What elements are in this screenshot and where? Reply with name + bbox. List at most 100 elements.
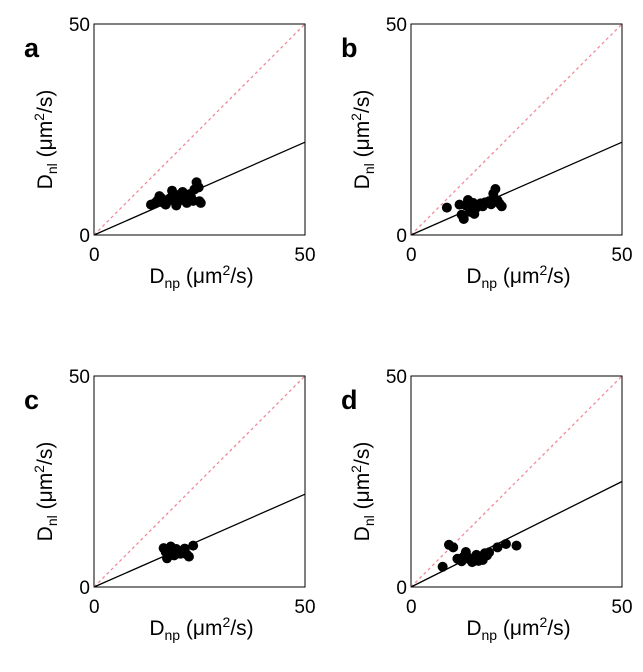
y-tick-label-max-a: 50 [69,15,90,36]
x-label-sub: np [482,275,498,291]
data-point-d-20 [511,540,522,551]
y-label-sup: 2 [348,465,364,473]
data-point-d-18 [492,542,503,553]
y-label-sup: 2 [31,465,47,473]
plot-frame-c [93,375,306,588]
panel-letter-a: a [24,33,40,63]
x-label-main: D [466,617,481,640]
x-tick-label-max-b: 50 [611,245,632,266]
x-tick-label-max-c: 50 [294,597,315,618]
x-label-unit-end: /s) [230,617,253,640]
y-label-unit: (μm [34,121,57,163]
scatter-panel-c: 0 50 0 50 c Dnp (μm2/s) Dnl (μm2/s) [0,352,320,672]
y-tick-label-min-a: 0 [79,226,90,247]
x-axis-label-d: Dnp (μm2/s) [466,614,570,643]
panel-letter-d: d [341,385,358,415]
data-point-c-13 [183,551,194,562]
y-label-sup: 2 [31,113,47,121]
data-point-b-0 [441,202,452,213]
y-tick-label-min-d: 0 [396,578,407,599]
y-tick-label-min-b: 0 [396,226,407,247]
x-tick-label-max-a: 50 [294,245,315,266]
y-label-main: D [351,174,374,189]
panel-letter-b: b [341,33,358,63]
x-label-main: D [466,265,481,288]
y-axis-label-d: Dnl (μm2/s) [348,442,377,542]
data-point-b-19 [490,184,501,195]
y-label-unit-end: /s) [34,442,57,465]
x-tick-label-min-d: 0 [406,597,417,618]
y-label-sub: nl [44,515,60,526]
x-label-unit: (μm [180,617,222,640]
x-label-sup: 2 [223,614,231,630]
y-axis-label-a: Dnl (μm2/s) [31,90,60,190]
fit-line-b [410,141,623,236]
scatter-panel-b: 0 50 0 50 b Dnp (μm2/s) Dnl (μm2/s) [317,0,637,320]
identity-line-d [410,375,623,588]
y-label-unit: (μm [351,121,374,163]
fit-line-c [93,493,306,588]
y-tick-label-max-d: 50 [386,367,407,388]
x-label-sub: np [165,627,181,643]
y-axis-label-b: Dnl (μm2/s) [348,90,377,190]
y-label-unit-end: /s) [34,90,57,113]
y-label-sup: 2 [348,113,364,121]
x-tick-label-max-d: 50 [611,597,632,618]
y-label-main: D [351,526,374,541]
data-point-a-22 [193,182,204,193]
y-label-unit-end: /s) [351,90,374,113]
panel-letter-c: c [24,385,39,415]
data-point-d-19 [500,538,511,549]
y-label-sub: nl [361,515,377,526]
data-point-c-14 [188,540,199,551]
x-label-sup: 2 [540,262,548,278]
y-label-unit: (μm [34,473,57,515]
x-label-sup: 2 [223,262,231,278]
x-tick-label-min-b: 0 [406,245,417,266]
plot-frame-a [93,23,306,236]
y-label-sub: nl [361,163,377,174]
x-axis-label-c: Dnp (μm2/s) [149,614,253,643]
y-tick-label-min-c: 0 [79,578,90,599]
x-axis-label-b: Dnp (μm2/s) [466,262,570,291]
y-tick-label-max-b: 50 [386,15,407,36]
data-point-b-3 [458,213,469,224]
x-label-unit: (μm [497,617,539,640]
y-label-sub: nl [44,163,60,174]
y-tick-label-max-c: 50 [69,367,90,388]
x-label-unit: (μm [180,265,222,288]
data-point-d-17 [484,547,495,558]
y-axis-label-c: Dnl (μm2/s) [31,442,60,542]
data-point-b-22 [496,201,507,212]
plot-frame-b [410,23,623,236]
identity-line-b [410,23,623,236]
data-point-d-0 [437,561,448,572]
data-point-a-25 [184,189,195,200]
y-label-main: D [34,174,57,189]
x-label-sub: np [165,275,181,291]
y-label-unit-end: /s) [351,442,374,465]
x-axis-label-a: Dnp (μm2/s) [149,262,253,291]
x-tick-label-min-a: 0 [89,245,100,266]
data-point-d-2 [448,542,459,553]
x-label-main: D [149,617,164,640]
x-label-sup: 2 [540,614,548,630]
scatter-panel-d: 0 50 0 50 d Dnp (μm2/s) Dnl (μm2/s) [317,352,637,672]
identity-line-c [93,375,306,588]
scatter-panel-a: 0 50 0 50 a Dnp (μm2/s) Dnl (μm2/s) [0,0,320,320]
identity-line-a [93,23,306,236]
x-label-unit: (μm [497,265,539,288]
x-label-unit-end: /s) [547,617,570,640]
x-label-main: D [149,265,164,288]
x-label-sub: np [482,627,498,643]
y-label-main: D [34,526,57,541]
x-label-unit-end: /s) [547,265,570,288]
y-label-unit: (μm [351,473,374,515]
x-label-unit-end: /s) [230,265,253,288]
data-point-a-24 [195,197,206,208]
x-tick-label-min-c: 0 [89,597,100,618]
